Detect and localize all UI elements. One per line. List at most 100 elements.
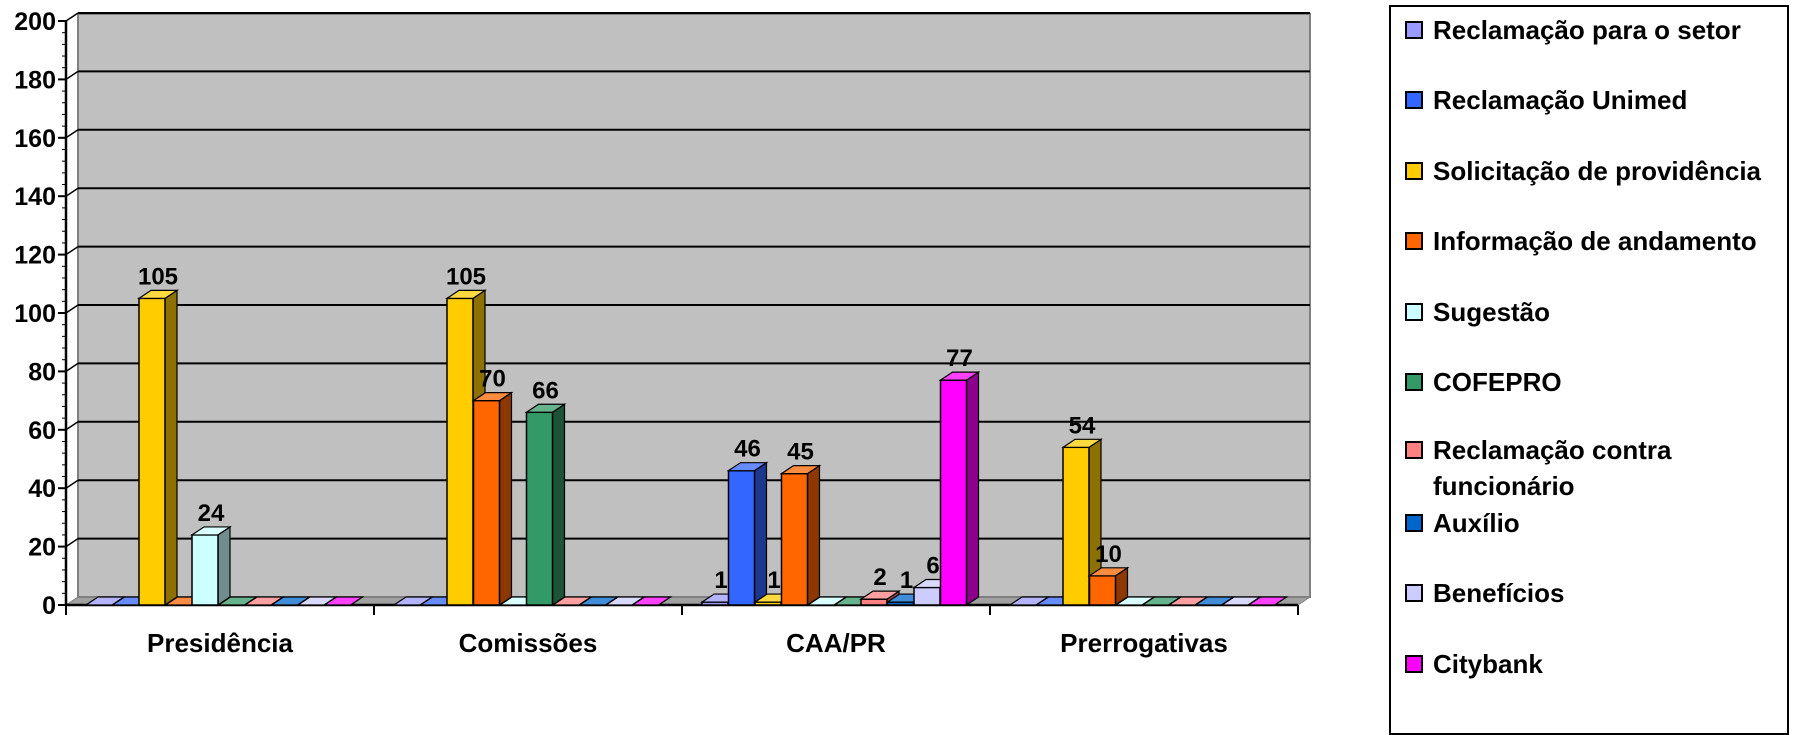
bar-top	[137, 289, 179, 299]
legend-swatch	[1405, 232, 1423, 250]
gridlines	[65, 12, 1310, 548]
legend: Reclamação para o setor Reclamação Unimed…	[1389, 5, 1789, 735]
bar	[859, 590, 901, 607]
data-label: 1	[900, 567, 913, 594]
y-tick-label: 140	[14, 183, 56, 211]
bar-top	[1061, 438, 1103, 448]
gridline-side	[65, 421, 79, 431]
bar-top	[726, 462, 769, 472]
legend-swatch	[1405, 655, 1423, 673]
y-tick-label: 100	[14, 300, 56, 328]
data-label: 105	[446, 263, 486, 290]
bar-top	[190, 526, 232, 536]
legend-label: Solicitação de providência	[1433, 156, 1761, 186]
legend-swatch	[1405, 162, 1423, 180]
bar-side	[164, 289, 178, 607]
legend-swatch	[1405, 441, 1423, 459]
category-label: Prerrogativas	[1060, 628, 1228, 658]
legend-label: Auxílio	[1433, 508, 1520, 538]
plot-area	[64, 13, 1312, 606]
gridline-side	[65, 304, 79, 314]
bar-top	[859, 590, 901, 600]
bar-front	[1088, 575, 1117, 606]
data-label: 70	[479, 366, 506, 393]
data-label: 2	[873, 564, 886, 591]
y-tick-label: 180	[14, 66, 56, 94]
data-label: 24	[198, 500, 225, 527]
bar-front	[472, 399, 501, 606]
bar-front	[780, 472, 809, 606]
legend-swatch	[1405, 91, 1423, 109]
legend-label: Informação de andamento	[1433, 226, 1757, 256]
legend-swatch	[1405, 21, 1423, 39]
data-label: 66	[532, 377, 559, 404]
bar	[190, 525, 232, 607]
y-tick-label: 40	[28, 475, 56, 503]
bar-front	[446, 297, 474, 606]
legend-swatch	[1405, 373, 1423, 391]
bar-front	[727, 469, 756, 606]
bar	[779, 464, 822, 607]
bar-top	[524, 403, 567, 413]
bar	[726, 461, 769, 607]
y-tick-label: 120	[14, 242, 56, 270]
legend-swatch	[1405, 303, 1423, 321]
bar-side	[498, 391, 513, 607]
data-label: 45	[787, 439, 814, 466]
bar-top	[1246, 596, 1289, 606]
legend-label: Reclamação Unimed	[1433, 85, 1688, 115]
y-axis-ticks: 0 20 40 60 80 100 120 140 160 180 200	[14, 8, 66, 620]
y-tick-label: 0	[42, 592, 56, 620]
bar-front	[1062, 446, 1090, 606]
legend-swatch	[1405, 514, 1423, 532]
bar	[524, 403, 567, 607]
data-label: 105	[138, 263, 178, 290]
data-label: 6	[926, 552, 939, 579]
y-tick-label: 200	[14, 8, 56, 36]
legend-swatch	[1405, 584, 1423, 602]
data-label: 77	[946, 345, 973, 372]
legend-label: Sugestão	[1433, 297, 1551, 327]
bar-front	[913, 586, 941, 606]
data-label: 1	[767, 567, 780, 594]
bars	[84, 289, 1289, 607]
gridline-side	[65, 129, 79, 139]
gridline-side	[65, 362, 79, 373]
y-tick-label: 20	[28, 534, 56, 562]
y-tick-label: 160	[14, 125, 56, 153]
category-label: CAA/PR	[786, 628, 886, 658]
category-labels: Presidência Comissões CAA/PR Prerrogativas	[147, 628, 1228, 658]
legend-label: Citybank	[1433, 649, 1543, 679]
y-tick-label: 80	[28, 358, 56, 386]
bar-top	[630, 596, 673, 606]
bar-top	[445, 289, 487, 299]
bar	[1061, 438, 1103, 607]
bar	[630, 596, 673, 606]
y-tick-label: 60	[28, 417, 56, 445]
data-label: 1	[714, 567, 727, 594]
bar	[137, 289, 179, 607]
bar	[322, 596, 365, 606]
gridline-side	[65, 245, 79, 256]
bar	[938, 371, 981, 607]
bar-top	[938, 371, 981, 381]
bar-front	[860, 598, 888, 606]
bar	[1246, 596, 1289, 606]
legend-label: Reclamação para o setor	[1433, 15, 1741, 45]
bar-side	[806, 464, 821, 607]
bar-top	[779, 465, 822, 475]
category-label: Comissões	[459, 628, 598, 658]
gridline-side	[65, 70, 79, 81]
gridline-side	[65, 479, 79, 489]
gridline-side	[65, 187, 79, 197]
legend-label: COFEPRO	[1433, 367, 1562, 397]
gridline-side	[65, 537, 79, 548]
bar-front	[138, 297, 166, 606]
bar-side	[753, 461, 768, 607]
bar-top	[322, 596, 365, 606]
bar-front	[525, 411, 554, 606]
data-label: 10	[1095, 541, 1122, 568]
bar-top	[1087, 567, 1130, 577]
data-label: 46	[734, 436, 761, 463]
